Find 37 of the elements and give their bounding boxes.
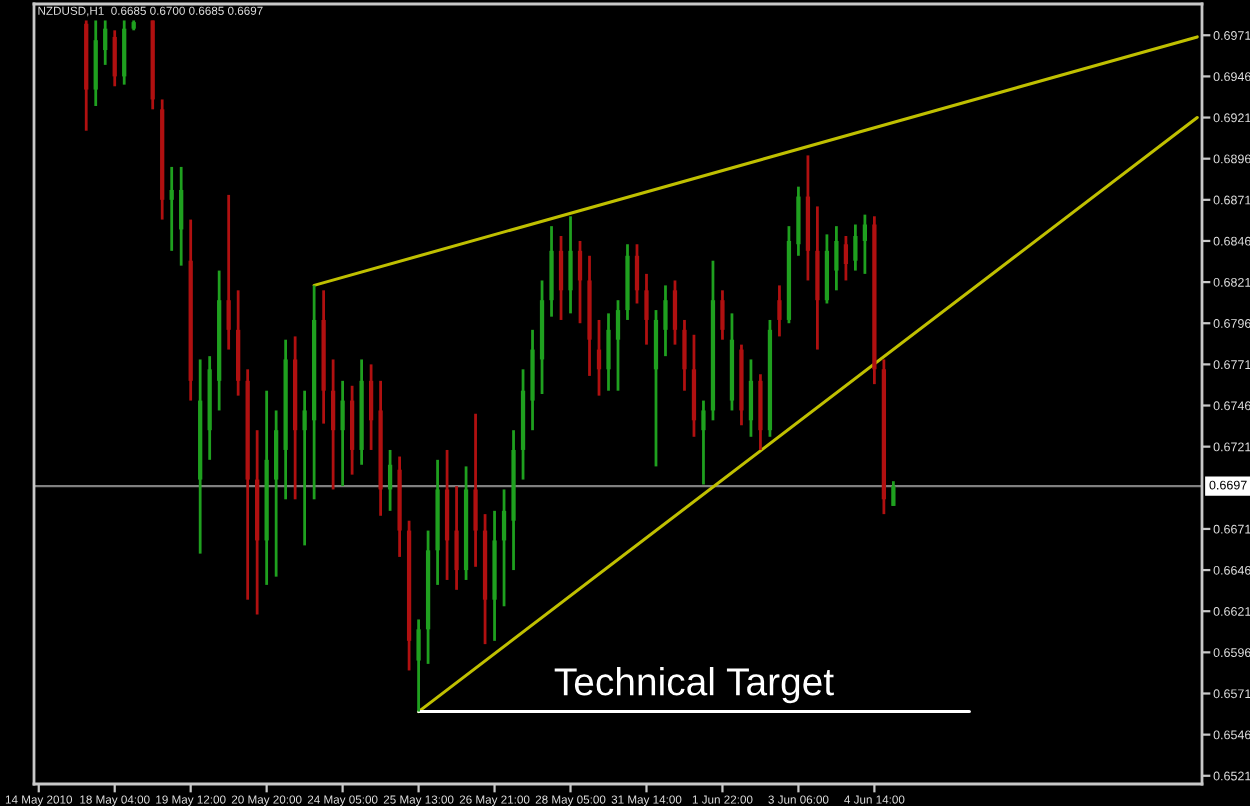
candlestick (122, 19, 127, 87)
candlestick (862, 213, 868, 276)
candlestick (748, 358, 754, 439)
candlestick (330, 358, 336, 491)
candlestick (596, 318, 602, 398)
candlestick (226, 193, 231, 351)
candlestick (777, 284, 782, 338)
candlestick (340, 379, 345, 488)
candlestick (387, 448, 393, 513)
candlestick (891, 479, 896, 508)
candlestick (501, 488, 507, 608)
candlestick (606, 311, 611, 393)
candlestick (672, 279, 678, 347)
candlestick (179, 165, 184, 268)
candlestick (473, 412, 478, 569)
candlestick (558, 234, 564, 322)
candlestick (796, 185, 801, 258)
candlestick (853, 223, 858, 272)
candlestick (454, 484, 459, 592)
candlestick (568, 214, 573, 315)
candlestick (663, 284, 668, 358)
candlestick (634, 242, 640, 305)
candlestick (103, 19, 108, 67)
candlestick (169, 165, 174, 253)
series-label: Technical Target (554, 667, 834, 704)
candlestick (577, 239, 583, 325)
candlestick (416, 618, 421, 713)
candlestick (843, 234, 849, 282)
candlestick (368, 362, 374, 452)
candlestick (615, 298, 621, 393)
candlestick (644, 272, 649, 347)
candlestick (834, 224, 839, 292)
candlestick (682, 318, 687, 393)
candlestick (720, 288, 725, 342)
candlestick (112, 28, 117, 88)
candlestick (302, 389, 307, 547)
candlestick (701, 399, 706, 486)
